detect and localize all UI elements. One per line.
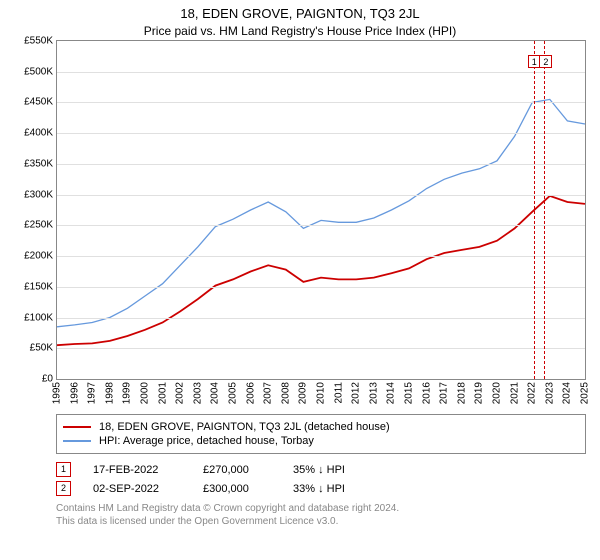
sale-vline [534,41,535,379]
gridline [57,318,585,319]
chart-container: 18, EDEN GROVE, PAIGNTON, TQ3 2JL Price … [0,0,600,528]
y-axis-label: £500K [24,66,53,77]
x-axis-label: 1997 [87,382,98,404]
x-axis-label: 2000 [140,382,151,404]
x-axis-label: 2004 [210,382,221,404]
x-axis-label: 2020 [492,382,503,404]
x-axis-label: 2015 [404,382,415,404]
legend-label: HPI: Average price, detached house, Torb… [99,435,314,447]
y-axis-label: £550K [24,36,53,47]
sale-price: £270,000 [203,464,293,476]
y-axis-label: £50K [30,343,53,354]
x-axis-label: 1998 [104,382,115,404]
legend-swatch [63,426,91,428]
legend-label: 18, EDEN GROVE, PAIGNTON, TQ3 2JL (detac… [99,421,390,433]
x-axis-label: 2008 [280,382,291,404]
x-axis-label: 2006 [245,382,256,404]
y-axis-label: £200K [24,251,53,262]
gridline [57,102,585,103]
x-axis-label: 2011 [333,382,344,404]
x-axis-label: 2001 [157,382,168,404]
sale-delta: 33% ↓ HPI [293,483,345,495]
y-axis-label: £350K [24,158,53,169]
y-axis-label: £150K [24,281,53,292]
sale-vline [544,41,545,379]
x-axis-label: 2003 [192,382,203,404]
gridline [57,72,585,73]
y-axis-label: £100K [24,312,53,323]
x-axis-label: 2002 [175,382,186,404]
x-axis-label: 2013 [368,382,379,404]
legend-item: 18, EDEN GROVE, PAIGNTON, TQ3 2JL (detac… [63,421,579,433]
x-axis-label: 1996 [69,382,80,404]
footer-attribution: Contains HM Land Registry data © Crown c… [56,502,586,528]
legend: 18, EDEN GROVE, PAIGNTON, TQ3 2JL (detac… [56,414,586,454]
series-line [57,196,585,345]
gridline [57,256,585,257]
chart-lines [57,41,585,379]
x-axis-label: 2023 [544,382,555,404]
gridline [57,164,585,165]
x-axis-label: 2010 [316,382,327,404]
plot-area: £0£50K£100K£150K£200K£250K£300K£350K£400… [56,40,586,380]
x-axis-label: 1999 [122,382,133,404]
footer-line: Contains HM Land Registry data © Crown c… [56,502,586,515]
sale-number-badge: 2 [56,481,71,496]
gridline [57,287,585,288]
y-axis-label: £300K [24,189,53,200]
x-axis-label: 2025 [580,382,591,404]
x-axis-label: 2012 [351,382,362,404]
x-axis-label: 2017 [439,382,450,404]
sale-row: 1 17-FEB-2022£270,00035% ↓ HPI [56,462,586,477]
title-block: 18, EDEN GROVE, PAIGNTON, TQ3 2JL Price … [0,0,600,40]
y-axis-label: £450K [24,97,53,108]
y-axis-label: £400K [24,128,53,139]
sale-price: £300,000 [203,483,293,495]
x-axis-label: 2007 [263,382,274,404]
y-axis-label: £250K [24,220,53,231]
sale-date: 17-FEB-2022 [93,464,203,476]
sale-row: 2 02-SEP-2022£300,00033% ↓ HPI [56,481,586,496]
x-axis-label: 2018 [456,382,467,404]
gridline [57,225,585,226]
footer-line: This data is licensed under the Open Gov… [56,515,586,528]
x-axis-label: 2009 [298,382,309,404]
gridline [57,195,585,196]
sale-number-badge: 1 [56,462,71,477]
chart-subtitle: Price paid vs. HM Land Registry's House … [0,24,600,38]
x-axis-label: 2022 [527,382,538,404]
chart-title: 18, EDEN GROVE, PAIGNTON, TQ3 2JL [0,6,600,21]
x-axis-label: 2014 [386,382,397,404]
gridline [57,133,585,134]
sale-marker: 2 [539,55,552,68]
legend-item: HPI: Average price, detached house, Torb… [63,435,579,447]
legend-swatch [63,440,91,442]
x-axis-label: 2024 [562,382,573,404]
x-axis-label: 2016 [421,382,432,404]
x-axis-label: 2019 [474,382,485,404]
x-axis-label: 1995 [52,382,63,404]
sales-list: 1 17-FEB-2022£270,00035% ↓ HPI 2 02-SEP-202… [56,462,586,496]
x-axis-label: 2021 [509,382,520,404]
sale-date: 02-SEP-2022 [93,483,203,495]
x-axis-label: 2005 [228,382,239,404]
sale-delta: 35% ↓ HPI [293,464,345,476]
gridline [57,348,585,349]
